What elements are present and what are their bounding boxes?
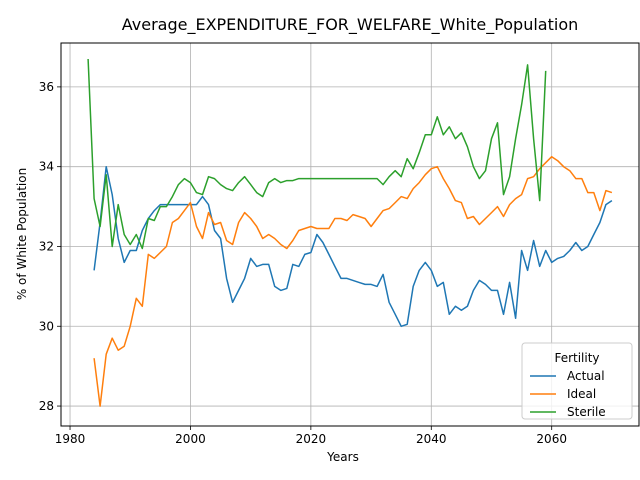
legend: Fertility Actual Ideal Sterile [522,343,632,419]
x-tick-label: 2040 [416,432,447,446]
chart-title: Average_EXPENDITURE_FOR_WELFARE_White_Po… [122,15,579,35]
x-tick-label: 2020 [296,432,327,446]
x-tick-label: 2060 [536,432,567,446]
legend-title: Fertility [554,351,599,365]
y-tick-label: 32 [39,239,54,253]
x-tick-label: 2000 [175,432,206,446]
y-tick-label: 34 [39,160,54,174]
legend-label-sterile: Sterile [567,405,606,419]
y-tick-label: 36 [39,80,54,94]
x-axis-label: Years [326,450,359,464]
y-tick-label: 30 [39,319,54,333]
y-axis-label: % of White Population [15,168,29,300]
y-tick-label: 28 [39,399,54,413]
legend-label-ideal: Ideal [567,387,596,401]
legend-label-actual: Actual [567,369,605,383]
x-tick-label: 1980 [55,432,86,446]
